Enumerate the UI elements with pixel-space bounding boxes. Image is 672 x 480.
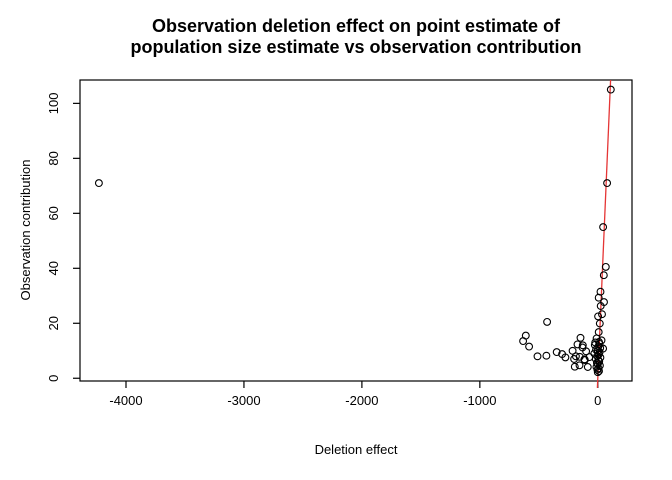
data-point	[583, 363, 592, 371]
data-point	[94, 179, 103, 188]
data-point	[593, 368, 602, 377]
data-point	[571, 352, 580, 361]
data-point	[552, 348, 561, 357]
x-tick-label: -2000	[345, 393, 378, 408]
y-tick-label: 40	[46, 261, 61, 275]
plot-title-line2: population size estimate vs observation …	[130, 37, 581, 57]
data-point	[598, 310, 606, 319]
data-point	[575, 361, 584, 370]
data-point	[599, 271, 608, 280]
x-tick-label: 0	[594, 393, 601, 408]
identity-line-segment	[596, 79, 612, 388]
x-axis-title: Deletion effect	[315, 442, 398, 457]
plot-title-line1: Observation deletion effect on point est…	[152, 16, 561, 36]
data-point	[542, 351, 551, 360]
data-point	[591, 338, 600, 347]
y-tick-label: 80	[46, 151, 61, 165]
identity-line	[596, 79, 612, 388]
data-point	[576, 333, 585, 342]
data-point	[601, 262, 610, 271]
x-tick-label: -1000	[463, 393, 496, 408]
data-point	[525, 342, 534, 351]
data-point	[543, 317, 552, 326]
data-point	[596, 353, 605, 362]
data-point	[594, 312, 603, 321]
data-point	[533, 352, 542, 361]
data-point	[582, 347, 591, 356]
data-point	[595, 319, 604, 328]
data-point	[594, 293, 603, 302]
data-point	[599, 223, 608, 232]
data-point	[596, 302, 605, 310]
plot-box	[79, 79, 633, 382]
x-tick-label: -3000	[227, 393, 260, 408]
y-axis: 0 20 40 60 80 100	[46, 93, 80, 382]
y-tick-label: 0	[46, 375, 61, 382]
y-tick-label: 60	[46, 206, 61, 220]
data-point	[570, 362, 579, 371]
data-point	[594, 364, 603, 373]
y-tick-label: 100	[46, 93, 61, 115]
y-tick-label: 20	[46, 316, 61, 330]
data-point	[606, 85, 615, 94]
data-point	[603, 179, 612, 188]
data-point	[521, 331, 530, 340]
data-points	[94, 85, 615, 377]
data-point	[595, 367, 603, 376]
data-point	[578, 341, 587, 350]
data-point	[561, 353, 570, 362]
x-axis: -4000 -3000 -2000 -1000 0	[109, 381, 601, 408]
data-point	[595, 339, 604, 348]
x-tick-label: -4000	[109, 393, 142, 408]
y-axis-title: Observation contribution	[18, 160, 33, 301]
